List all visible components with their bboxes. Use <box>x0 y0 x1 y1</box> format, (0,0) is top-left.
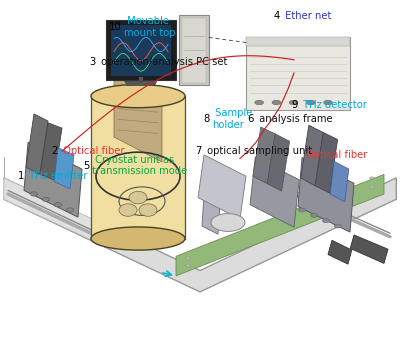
Ellipse shape <box>322 219 330 223</box>
Polygon shape <box>176 174 384 276</box>
Polygon shape <box>4 178 396 292</box>
Text: 10: 10 <box>109 22 122 32</box>
Ellipse shape <box>289 100 298 105</box>
Ellipse shape <box>272 100 281 105</box>
Ellipse shape <box>370 177 374 179</box>
Ellipse shape <box>186 264 190 266</box>
Text: Ether net: Ether net <box>282 11 331 21</box>
Polygon shape <box>301 125 323 186</box>
Polygon shape <box>179 15 209 85</box>
Ellipse shape <box>324 100 332 105</box>
Polygon shape <box>298 158 354 232</box>
Text: analysis frame: analysis frame <box>256 114 333 124</box>
Polygon shape <box>198 155 246 219</box>
Text: Optical fiber: Optical fiber <box>60 146 124 156</box>
Ellipse shape <box>30 192 38 196</box>
Text: THz detector: THz detector <box>300 100 367 110</box>
Polygon shape <box>54 148 74 189</box>
Polygon shape <box>250 157 299 227</box>
Ellipse shape <box>334 224 342 228</box>
Ellipse shape <box>310 213 318 217</box>
Text: 4: 4 <box>274 11 280 21</box>
Ellipse shape <box>186 257 190 259</box>
Polygon shape <box>91 96 185 239</box>
Ellipse shape <box>139 204 157 216</box>
Polygon shape <box>182 18 206 83</box>
Text: Movable
mount top: Movable mount top <box>124 16 176 37</box>
Text: 7: 7 <box>196 146 202 156</box>
Polygon shape <box>315 132 338 193</box>
Text: 6: 6 <box>248 114 254 124</box>
Text: 1: 1 <box>18 171 24 181</box>
Polygon shape <box>114 73 162 162</box>
Ellipse shape <box>211 214 245 231</box>
Polygon shape <box>106 20 176 80</box>
Ellipse shape <box>370 186 374 188</box>
Ellipse shape <box>298 208 306 212</box>
Polygon shape <box>24 142 82 217</box>
Polygon shape <box>267 134 290 191</box>
Text: 2: 2 <box>52 146 58 156</box>
Ellipse shape <box>255 100 264 105</box>
Text: 8: 8 <box>204 114 210 124</box>
Polygon shape <box>330 161 349 202</box>
Polygon shape <box>40 123 62 180</box>
Polygon shape <box>26 114 48 174</box>
Polygon shape <box>4 178 104 246</box>
Ellipse shape <box>119 204 137 216</box>
Text: 9: 9 <box>292 100 298 110</box>
Polygon shape <box>246 37 350 46</box>
Ellipse shape <box>91 85 185 108</box>
Text: operation/analysis PC set: operation/analysis PC set <box>98 57 227 67</box>
Polygon shape <box>202 164 222 234</box>
Polygon shape <box>328 235 388 264</box>
Ellipse shape <box>129 192 147 204</box>
Polygon shape <box>253 127 275 184</box>
Ellipse shape <box>42 197 50 201</box>
Text: optical sampling unit: optical sampling unit <box>204 146 312 156</box>
Ellipse shape <box>54 203 62 207</box>
Polygon shape <box>125 81 157 85</box>
Ellipse shape <box>306 100 315 105</box>
Text: Cryostat unit as
transmission mode: Cryostat unit as transmission mode <box>92 155 187 176</box>
Text: 5: 5 <box>84 161 90 171</box>
Text: 3: 3 <box>90 57 96 67</box>
Text: Sample
holder: Sample holder <box>212 109 252 130</box>
Text: THz emitter: THz emitter <box>26 171 88 181</box>
Ellipse shape <box>91 227 185 250</box>
Polygon shape <box>111 25 171 76</box>
Text: Optical fiber: Optical fiber <box>306 150 367 160</box>
Polygon shape <box>246 37 350 110</box>
Ellipse shape <box>66 208 74 212</box>
